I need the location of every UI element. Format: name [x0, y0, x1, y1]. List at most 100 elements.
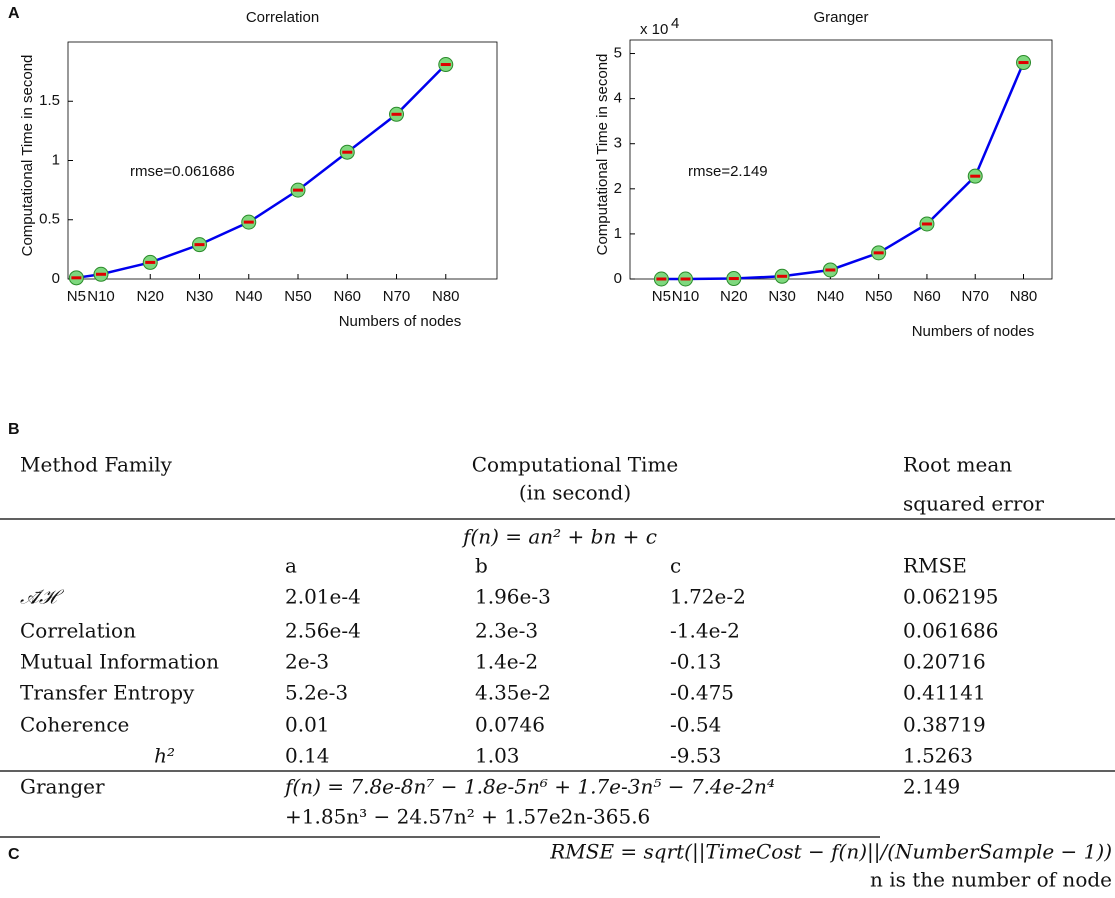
annotation: rmse=2.149: [688, 163, 768, 180]
row-label: Granger: [20, 775, 105, 799]
chart-title: Correlation: [246, 9, 319, 26]
y-tick-label: 1: [614, 225, 622, 242]
y-tick-label: 2: [614, 180, 622, 197]
x-tick-label: N10: [87, 288, 115, 305]
error-mark: [873, 251, 884, 255]
column-subheader: c: [670, 554, 681, 578]
table-cell: 0.41141: [903, 681, 986, 705]
x-tick-label: N30: [186, 288, 214, 305]
table-cell: 2.56e-4: [285, 619, 361, 643]
table-cell: 0.01: [285, 713, 330, 737]
x-axis-label: Numbers of nodes: [339, 313, 462, 330]
table-cell: -1.4e-2: [670, 619, 740, 643]
table-cell: 0.0746: [475, 713, 545, 737]
table-cell: 0.38719: [903, 713, 986, 737]
formula: f(n) = an² + bn + c: [461, 525, 657, 549]
x-tick-label: N30: [768, 288, 796, 305]
error-mark: [921, 222, 932, 226]
table-cell: 2.01e-4: [285, 585, 361, 609]
error-mark: [777, 274, 788, 278]
y-tick-label: 1: [52, 151, 60, 168]
x-tick-label: N10: [672, 288, 700, 305]
x-tick-label: N60: [913, 288, 941, 305]
error-mark: [728, 277, 739, 281]
x-tick-label: N40: [235, 288, 263, 305]
error-mark: [391, 112, 402, 116]
row-label: 𝒜̄ℋ: [20, 585, 65, 609]
x-tick-label: N80: [432, 288, 460, 305]
table-cell: 2.3e-3: [475, 619, 538, 643]
row-label: Correlation: [20, 619, 136, 643]
x-tick-label: N20: [136, 288, 164, 305]
table-cell: 1.72e-2: [670, 585, 746, 609]
table-cell: 2.149: [903, 775, 960, 799]
x-tick-label: N20: [720, 288, 748, 305]
x-tick-label: N70: [383, 288, 411, 305]
error-mark: [71, 276, 82, 280]
table-cell: -0.475: [670, 681, 734, 705]
error-mark: [440, 63, 451, 67]
table-cell: -0.54: [670, 713, 721, 737]
table-cell: 0.062195: [903, 585, 998, 609]
error-mark: [656, 277, 667, 281]
table-cell: 1.5263: [903, 744, 973, 768]
error-mark: [293, 188, 304, 192]
panel-label: B: [8, 421, 20, 438]
table-cell: 4.35e-2: [475, 681, 551, 705]
column-header: Computational Time: [472, 453, 679, 477]
y-tick-label: 0: [52, 270, 60, 287]
annotation: rmse=0.061686: [130, 163, 235, 180]
formula: f(n) = 7.8e-8n⁷ − 1.8e-5n⁶ + 1.7e-3n⁵ − …: [283, 775, 775, 799]
panel-label: A: [8, 5, 20, 22]
y-axis-label: Computational Time in second: [594, 54, 611, 256]
row-label: h²: [154, 744, 175, 768]
x-tick-label: N50: [865, 288, 893, 305]
y-tick-label: 0.5: [39, 211, 60, 228]
error-mark: [145, 260, 156, 264]
x-tick-label: N40: [817, 288, 845, 305]
table-cell: 1.03: [475, 744, 520, 768]
x-axis-label: Numbers of nodes: [912, 323, 1035, 340]
chart-title: Granger: [813, 9, 868, 26]
table-cell: 2e-3: [285, 650, 329, 674]
table-cell: 0.20716: [903, 650, 986, 674]
row-label: Transfer Entropy: [20, 681, 195, 705]
column-subheader: a: [285, 554, 297, 578]
table-cell: 1.4e-2: [475, 650, 538, 674]
panel-label: C: [8, 846, 20, 863]
x-tick-label: N60: [334, 288, 362, 305]
error-mark: [194, 243, 205, 247]
y-tick-label: 1.5: [39, 92, 60, 109]
error-mark: [680, 277, 691, 281]
column-header: Root mean: [903, 453, 1012, 477]
plot-frame: [629, 39, 1053, 280]
y-tick-label: 5: [614, 44, 622, 61]
error-mark: [243, 220, 254, 224]
table-cell: 1.96e-3: [475, 585, 551, 609]
y-axis-label: Computational Time in second: [19, 55, 36, 257]
error-mark: [342, 150, 353, 154]
table-cell: 0.14: [285, 744, 330, 768]
x-tick-label: N50: [284, 288, 312, 305]
column-header: squared error: [903, 492, 1044, 516]
x-tick-label: N5: [67, 288, 86, 305]
y-tick-label: 3: [614, 135, 622, 152]
column-subheader: RMSE: [903, 554, 967, 578]
row-label: Coherence: [20, 713, 129, 737]
y-scale-label: x 10: [640, 21, 668, 38]
table-cell: -0.13: [670, 650, 721, 674]
y-scale-exponent: 4: [671, 15, 679, 32]
table-cell: 0.061686: [903, 619, 998, 643]
x-tick-label: N80: [1010, 288, 1038, 305]
x-tick-label: N5: [652, 288, 671, 305]
y-tick-label: 0: [614, 270, 622, 287]
row-label: Mutual Information: [20, 650, 219, 674]
column-header: (in second): [519, 481, 631, 505]
column-header: Method Family: [20, 453, 173, 477]
y-tick-label: 4: [614, 90, 622, 107]
table-cell: -9.53: [670, 744, 721, 768]
formula: +1.85n³ − 24.57n² + 1.57e2n-365.6: [285, 805, 650, 829]
error-mark: [825, 268, 836, 272]
error-mark: [96, 272, 106, 276]
